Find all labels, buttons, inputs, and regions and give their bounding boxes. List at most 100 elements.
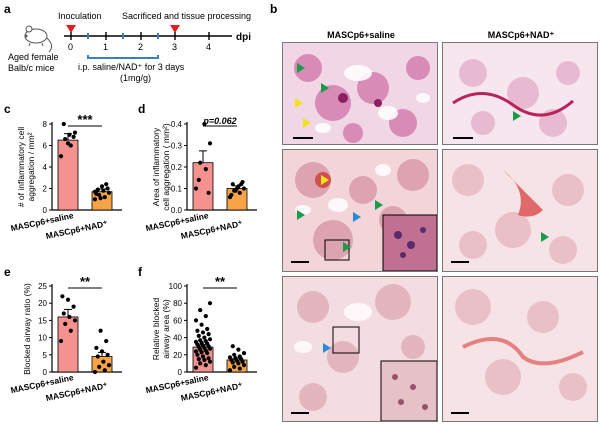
data-point	[198, 338, 203, 343]
y-tick-label: 6	[43, 142, 48, 151]
column-title-saline: MASCp6+saline	[327, 30, 395, 40]
y-tick-label: 15	[38, 316, 47, 325]
data-point	[233, 188, 238, 193]
sacrificed-label: Sacrificed and tissue processing	[122, 11, 251, 21]
y-tick-label: 0	[178, 368, 183, 377]
y-axis-label: Relative blocked	[151, 298, 161, 361]
data-point	[65, 297, 71, 302]
micrograph-nad-mid	[442, 149, 598, 272]
micrograph-saline-mid	[282, 149, 438, 272]
data-point	[105, 186, 110, 191]
data-point	[203, 363, 208, 368]
data-point	[206, 356, 211, 361]
y-tick-label: 80	[173, 299, 182, 308]
sacrifice-marker-icon	[170, 25, 180, 33]
y-tick-label: 0.0	[171, 206, 183, 215]
data-point	[102, 368, 107, 373]
data-point	[92, 189, 98, 194]
data-point	[227, 355, 233, 360]
y-tick-label: 2	[43, 185, 48, 194]
data-point	[230, 344, 235, 349]
data-point	[98, 196, 103, 201]
data-point	[227, 368, 233, 373]
y-tick-label: 0.3	[171, 142, 183, 151]
timeline-diagram: Aged female Balb/c mice Inoculation Sacr…	[8, 11, 251, 83]
data-point	[206, 190, 211, 195]
data-point	[98, 328, 103, 333]
data-point	[193, 339, 199, 344]
data-point	[241, 186, 247, 191]
data-point	[195, 328, 200, 333]
data-point	[95, 354, 100, 359]
data-point	[200, 330, 206, 335]
data-point	[58, 154, 64, 159]
mouse-label-line1: Aged female	[8, 52, 59, 62]
y-tick-label: 0.1	[171, 185, 183, 194]
y-axis-label-line2: aggregation / mm²	[26, 132, 36, 201]
y-axis-label: Area of inflammatory	[151, 127, 161, 206]
y-tick-label: 60	[173, 316, 182, 325]
significance-label: **	[80, 274, 91, 289]
data-point	[63, 321, 68, 326]
mouse-label-line2: Balb/c mice	[8, 63, 55, 73]
y-tick-label: 20	[173, 351, 182, 360]
micrograph-nad-high	[442, 276, 598, 422]
data-point	[205, 326, 210, 332]
data-point	[236, 347, 241, 352]
data-point	[233, 356, 238, 361]
data-point	[198, 160, 203, 165]
data-point	[207, 301, 213, 306]
y-axis-label: Blocked airway ratio (%)	[22, 283, 32, 375]
panel-label-c: c	[4, 102, 11, 116]
data-point	[203, 167, 208, 172]
y-tick-label: 0	[43, 368, 48, 377]
data-point	[97, 364, 102, 369]
bar-0	[192, 162, 214, 211]
tick-label-0: 0	[68, 42, 73, 52]
data-point	[99, 184, 105, 189]
timeline-ticks	[70, 32, 210, 40]
data-point	[105, 352, 110, 357]
treatment-label-line1: i.p. saline/NAD⁺ for 3 days	[78, 62, 185, 72]
data-point	[72, 318, 78, 323]
y-tick-label: 0.4	[171, 120, 183, 129]
y-tick-label: 20	[38, 299, 47, 308]
data-point	[229, 192, 234, 198]
data-point	[206, 332, 211, 337]
panel-label-e: e	[4, 265, 11, 279]
data-point	[237, 190, 242, 195]
data-point	[241, 350, 247, 356]
micrograph-saline-high	[282, 276, 438, 422]
bar-0	[57, 139, 79, 211]
mouse-icon	[24, 25, 53, 53]
y-tick-label: 100	[169, 282, 183, 291]
data-point	[72, 130, 78, 135]
y-tick-label: 10	[38, 334, 47, 343]
micrograph-saline-low	[282, 42, 438, 145]
significance-label: ***	[77, 112, 93, 127]
data-point	[196, 177, 201, 182]
data-point	[202, 357, 207, 363]
data-point	[239, 182, 244, 187]
data-point	[94, 345, 99, 351]
y-tick-label: 0	[43, 206, 48, 215]
data-point	[92, 197, 98, 202]
data-point	[193, 349, 199, 354]
treatment-bracket	[87, 55, 159, 59]
chart-c: # of inflammatory cell aggregation / mm² 0…	[10, 112, 122, 241]
data-point	[68, 328, 73, 333]
data-point	[193, 365, 199, 370]
dpi-label: dpi	[236, 32, 251, 43]
y-tick-label: 40	[173, 334, 182, 343]
significance-label: **	[215, 274, 226, 289]
data-point	[196, 333, 201, 338]
column-title-nad: MASCp6+NAD⁺	[487, 30, 555, 40]
micrograph-nad-low	[442, 42, 598, 145]
chart-e: Blocked airway ratio (%) 0510152025MASCp6…	[10, 274, 122, 403]
y-axis-label-line2: airway area (%)	[161, 299, 171, 359]
data-point	[99, 349, 105, 354]
panel-label-f: f	[138, 265, 142, 279]
inoculation-label: Inoculation	[58, 11, 102, 21]
data-point	[196, 357, 201, 362]
y-axis-label: # of inflammatory cell	[16, 127, 26, 207]
